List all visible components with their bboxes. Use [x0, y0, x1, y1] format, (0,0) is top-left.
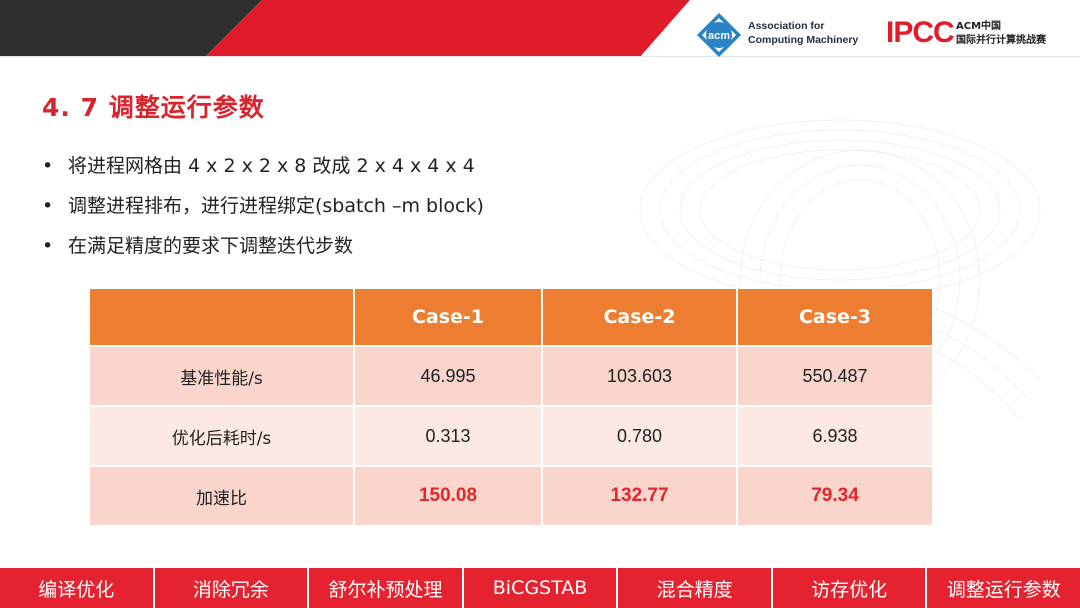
table-cell: 103.603 — [541, 345, 738, 407]
nav-item-bicgstab[interactable]: BiCGSTAB — [464, 568, 619, 608]
bullet-text: 调整进程排布，进行进程绑定(sbatch –m block) — [68, 195, 484, 217]
bullet-dot-icon: • — [42, 155, 54, 177]
bullet-item: • 将进程网格由 4 x 2 x 2 x 8 改成 2 x 4 x 4 x 4 — [42, 146, 484, 186]
ipcc-wordmark-line1: ACM中国 — [956, 21, 1002, 32]
table-row: 优化后耗时/s 0.313 0.780 6.938 — [88, 405, 934, 467]
table-cell: 6.938 — [736, 405, 934, 467]
bullet-text: 在满足精度的要求下调整迭代步数 — [68, 235, 354, 257]
table-header-cell: Case-3 — [736, 287, 934, 347]
bullet-item: • 在满足精度的要求下调整迭代步数 — [42, 226, 484, 266]
bullet-list: • 将进程网格由 4 x 2 x 2 x 8 改成 2 x 4 x 4 x 4 •… — [42, 146, 484, 266]
row-label: 基准性能/s — [88, 345, 355, 407]
nav-item-tune-params[interactable]: 调整运行参数 — [946, 578, 1061, 601]
ipcc-wordmark-line2: 国际并行计算挑战赛 — [956, 35, 1046, 46]
acm-wordmark-line2: Computing Machinery — [748, 34, 859, 46]
row-label: 优化后耗时/s — [88, 405, 355, 467]
nav-item-mixed-precision[interactable]: 混合精度 — [618, 568, 773, 608]
bullet-item: • 调整进程排布，进行进程绑定(sbatch –m block) — [42, 186, 484, 226]
table-cell: 46.995 — [353, 345, 543, 407]
performance-table: Case-1 Case-2 Case-3 基准性能/s 46.995 103.6… — [88, 287, 934, 527]
nav-item-memory-opt[interactable]: 访存优化 — [773, 568, 928, 608]
bullet-dot-icon: • — [42, 235, 54, 257]
table-header-cell: Case-1 — [353, 287, 543, 347]
ipcc-logo: IPCC — [886, 16, 955, 49]
bottom-nav: 编译优化 消除冗余 舒尔补预处理 BiCGSTAB 混合精度 访存优化 调整运行… — [0, 568, 1080, 608]
nav-item-compile-opt[interactable]: 编译优化 — [0, 568, 155, 608]
acm-logo-text: acm — [708, 30, 730, 42]
table-header-row: Case-1 Case-2 Case-3 — [88, 287, 934, 347]
table-header-cell: Case-2 — [541, 287, 738, 347]
table-header-cell — [88, 287, 355, 347]
speedup-cell: 150.08 — [353, 465, 543, 527]
ipcc-wordmark: ACM中国 国际并行计算挑战赛 — [956, 20, 1046, 48]
bullet-dot-icon: • — [42, 195, 54, 217]
table-cell: 0.313 — [353, 405, 543, 467]
bullet-text: 将进程网格由 4 x 2 x 2 x 8 改成 2 x 4 x 4 x 4 — [68, 155, 475, 177]
table-cell: 0.780 — [541, 405, 738, 467]
slide-title: 4. 7 调整运行参数 — [42, 93, 265, 122]
table-row: 加速比 150.08 132.77 79.34 — [88, 465, 934, 527]
nav-item-schur-preconditioner[interactable]: 舒尔补预处理 — [309, 568, 464, 608]
nav-item-remove-redundancy[interactable]: 消除冗余 — [155, 568, 310, 608]
acm-wordmark-line1: Association for — [748, 20, 825, 32]
table-cell: 550.487 — [736, 345, 934, 407]
header-band — [0, 0, 1080, 57]
acm-wordmark: Association for Computing Machinery — [748, 19, 858, 47]
acm-logo-icon: acm — [697, 13, 741, 57]
table-row: 基准性能/s 46.995 103.603 550.487 — [88, 345, 934, 407]
speedup-cell: 79.34 — [736, 465, 934, 527]
speedup-cell: 132.77 — [541, 465, 738, 527]
row-label: 加速比 — [88, 465, 355, 527]
